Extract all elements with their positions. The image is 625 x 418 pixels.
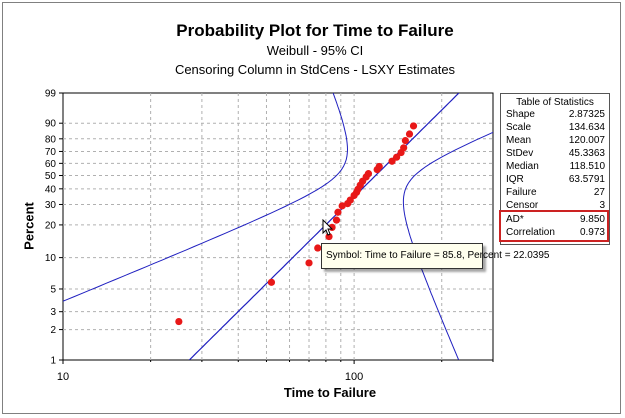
y-tick-label: 2 [50, 325, 56, 336]
stat-label: Censor [506, 200, 539, 211]
data-point[interactable] [332, 216, 341, 224]
data-point[interactable] [305, 259, 313, 267]
stat-label: Scale [506, 122, 532, 133]
stat-label: AD* [506, 214, 524, 225]
chart-subtitle-2: Censoring Column in StdCens - LSXY Estim… [174, 62, 456, 77]
stat-row-median: Median 118.510 [506, 161, 605, 173]
data-point[interactable] [314, 244, 322, 252]
data-point[interactable] [267, 278, 276, 286]
data-point[interactable] [405, 130, 414, 138]
tooltip-text: Symbol: Time to Failure = 85.8, Percent … [326, 250, 550, 261]
mouse-cursor-icon [322, 219, 334, 236]
stat-value: 0.973 [579, 227, 605, 238]
stat-value: 134.634 [568, 122, 605, 133]
stat-label: Failure [506, 187, 537, 198]
x-tick-label: 10 [57, 371, 69, 383]
y-tick-label: 10 [45, 253, 57, 264]
stat-value: 118.510 [569, 161, 605, 172]
data-point[interactable] [409, 122, 418, 130]
stat-label: Shape [506, 109, 535, 120]
stat-value: 63.5791 [568, 174, 605, 185]
stat-row-failure: Failure 27 [506, 187, 605, 199]
y-tick-label: 80 [45, 134, 57, 145]
y-tick-label: 3 [50, 307, 56, 318]
stat-label: Mean [506, 135, 532, 146]
stat-label: Median [506, 161, 539, 172]
data-point[interactable] [393, 153, 401, 161]
chart-subtitle-1: Weibull - 95% CI [266, 43, 364, 58]
stat-row-scale: Scale 134.634 [506, 122, 605, 134]
data-point[interactable] [401, 136, 409, 145]
statistics-highlight-box [499, 210, 609, 242]
y-tick-label: 60 [45, 159, 57, 170]
stat-label: StDev [506, 148, 534, 159]
y-tick-label: 30 [45, 200, 57, 211]
stat-row-shape: Shape 2.87325 [506, 109, 605, 121]
stat-label: IQR [506, 174, 524, 185]
stat-row-stdev: StDev 45.3363 [506, 148, 605, 160]
x-axis-label: Time to Failure [283, 385, 377, 400]
stat-value: 2.87325 [568, 109, 605, 120]
data-point[interactable] [175, 317, 183, 326]
stat-value: 120.007 [568, 135, 605, 146]
data-point-tooltip: Symbol: Time to Failure = 85.8, Percent … [321, 243, 549, 269]
stat-label: Correlation [506, 227, 555, 238]
stat-row-correlation: Correlation 0.973 [506, 227, 605, 239]
data-point[interactable] [364, 170, 373, 178]
stat-value: 45.3363 [568, 148, 605, 159]
data-point[interactable] [338, 202, 346, 210]
y-axis-label: Percent [21, 202, 37, 250]
plot-area [62, 92, 494, 361]
y-tick-label: 40 [45, 184, 57, 195]
data-point[interactable] [400, 144, 408, 152]
chart-title: Probability Plot for Time to Failure [176, 21, 454, 40]
statistics-table: Table of Statistics Shape 2.87325 Scale … [500, 93, 610, 245]
y-tick-label: 99 [45, 89, 57, 100]
stat-value: 27 [593, 187, 605, 198]
data-point[interactable] [334, 208, 342, 216]
data-point[interactable] [325, 232, 333, 241]
y-tick-label: 20 [45, 220, 57, 231]
y-tick-label: 1 [50, 356, 56, 367]
ci-band-upper [402, 131, 493, 360]
y-tick-label: 50 [45, 171, 57, 182]
stat-row-iqr: IQR 63.5791 [506, 174, 605, 186]
stat-value: 9.850 [579, 214, 605, 225]
stat-row-mean: Mean 120.007 [506, 135, 605, 147]
stat-value: 3 [599, 200, 605, 211]
stat-row-ad: AD* 9.850 [506, 214, 605, 226]
y-tick-label: 5 [50, 284, 56, 295]
statistics-table-title: Table of Statistics [516, 97, 594, 108]
y-tick-label: 70 [45, 147, 57, 158]
ci-band-lower [63, 93, 349, 302]
x-tick-label: 100 [345, 371, 363, 383]
stat-row-censor: Censor 3 [506, 200, 605, 212]
data-point[interactable] [375, 162, 383, 171]
y-tick-label: 90 [45, 119, 57, 130]
